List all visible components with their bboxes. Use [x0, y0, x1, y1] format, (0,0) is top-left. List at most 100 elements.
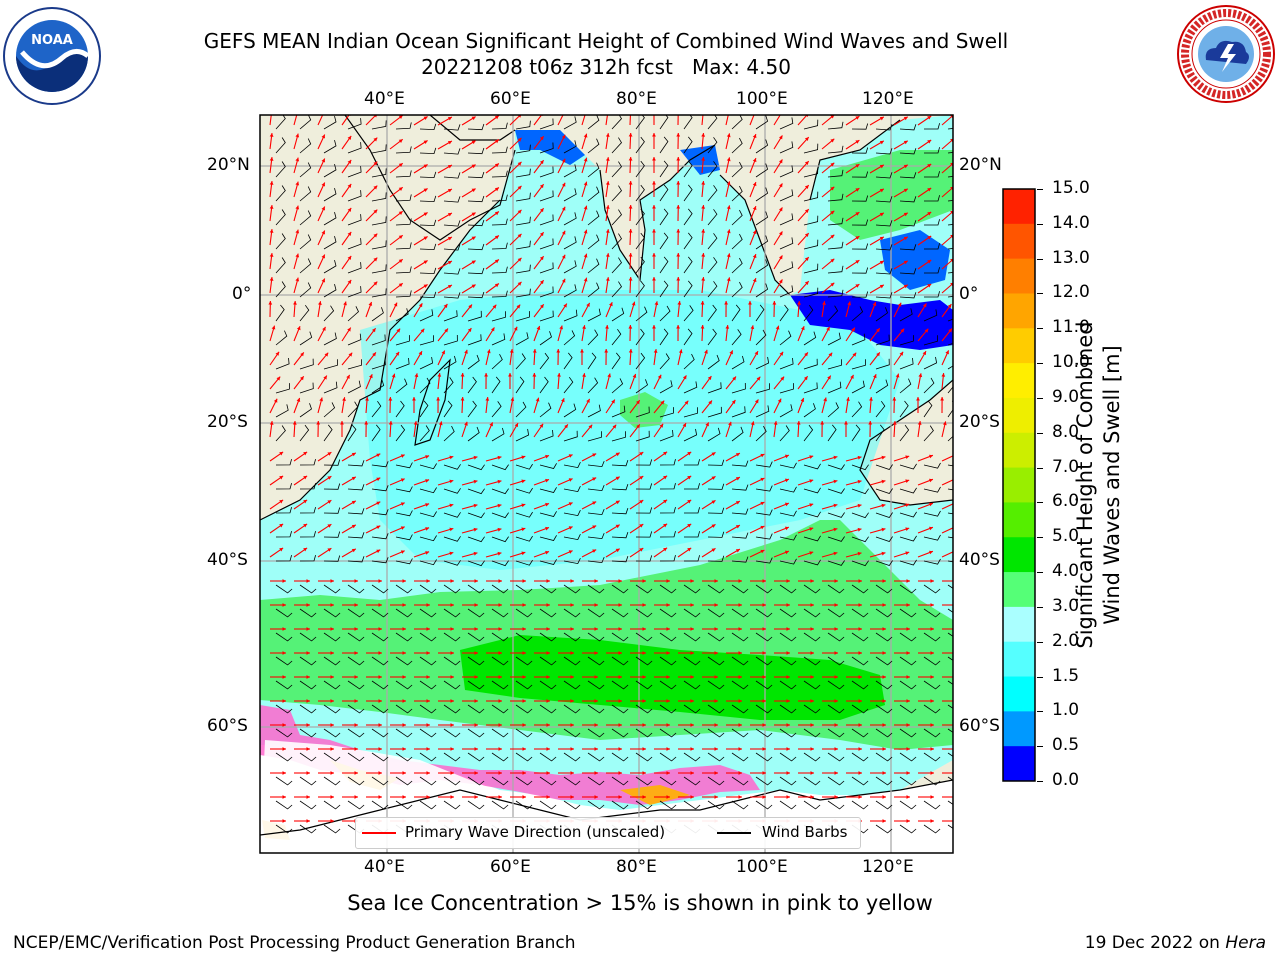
wave-arrow-head — [916, 397, 920, 401]
wave-arrow-head — [546, 699, 550, 703]
wind-barb — [299, 584, 317, 594]
wind-barb — [899, 632, 917, 642]
wind-barb — [587, 186, 600, 202]
wave-arrow-head — [474, 675, 478, 679]
wave-arrow-head — [611, 399, 615, 404]
wind-barb — [539, 214, 554, 226]
wave-arrow — [269, 115, 272, 126]
wind-barb — [491, 376, 501, 394]
wave-arrow-head — [760, 525, 765, 530]
wave-arrow-head — [561, 206, 566, 211]
colorbar-segment — [1003, 572, 1035, 608]
wave-arrow-head — [786, 795, 790, 799]
wind-barb — [755, 304, 765, 322]
wind-barb — [683, 328, 693, 346]
wave-arrow-head — [594, 675, 598, 679]
colorbar-tick — [1037, 467, 1043, 469]
wind-barb — [635, 608, 653, 618]
wind-barb — [659, 680, 677, 690]
colorbar-tick-label: 4.0 — [1052, 561, 1080, 582]
wind-barb — [659, 115, 669, 130]
wave-arrow-head — [834, 627, 838, 631]
wind-barb — [779, 728, 797, 738]
wind-barb — [827, 193, 844, 202]
wind-barb — [899, 424, 910, 442]
wind-barb — [659, 407, 674, 418]
wave-arrow-head — [354, 747, 358, 751]
wave-arrow-head — [822, 301, 826, 305]
wind-barb — [347, 704, 365, 714]
wave-arrow-head — [760, 501, 765, 506]
wave-arrow-head — [628, 133, 633, 137]
wind-barb — [803, 304, 814, 322]
wave-arrow-head — [605, 325, 609, 329]
wave-arrow-head — [810, 651, 814, 655]
wind-barb — [659, 608, 677, 618]
wave-arrow-head — [568, 526, 573, 530]
colorbar-tick-label: 12.0 — [1052, 282, 1090, 303]
wave-arrow-head — [398, 115, 403, 119]
wave-arrow-head — [447, 237, 452, 241]
wind-barb — [323, 187, 337, 202]
wave-arrow-head — [618, 795, 622, 799]
wave-arrow-head — [510, 397, 515, 402]
wave-arrow-head — [324, 352, 329, 357]
wave-arrow-head — [906, 675, 910, 679]
wind-barb — [659, 256, 669, 274]
wave-arrow-head — [657, 374, 662, 379]
wave-arrow-head — [876, 328, 880, 333]
wind-barb — [443, 800, 461, 810]
wind-barb — [684, 531, 700, 538]
wind-barb — [323, 139, 337, 154]
wind-barb — [515, 120, 531, 130]
wind-barb — [323, 824, 341, 834]
wind-barb — [635, 136, 645, 154]
wave-arrow-head — [539, 136, 544, 141]
wave-arrow-head — [800, 398, 805, 402]
wind-barb — [947, 400, 953, 418]
wave-arrow-head — [855, 284, 860, 288]
wind-barb — [467, 195, 485, 203]
wind-barb — [731, 656, 749, 666]
wave-arrow-head — [372, 328, 376, 333]
wind-barb — [875, 680, 893, 690]
wind-barb — [275, 209, 286, 226]
wind-barb — [395, 486, 413, 493]
wave-arrow-head — [486, 349, 491, 354]
wave-arrow-head — [570, 627, 574, 631]
wave-arrow-head — [858, 603, 862, 607]
colorbar-tick — [1037, 676, 1043, 678]
wind-barb — [875, 268, 893, 275]
wave-arrow-head — [955, 699, 959, 703]
wave-arrow-head — [786, 603, 790, 607]
wind-barb — [707, 483, 725, 490]
wind-barb — [731, 584, 749, 594]
wave-arrow-head — [473, 503, 478, 508]
wind-barb — [275, 776, 293, 786]
wind-barb — [587, 282, 600, 298]
wind-barb — [467, 656, 485, 666]
wave-arrow-head — [471, 284, 476, 289]
wave-arrow-head — [924, 328, 929, 333]
wave-arrow-head — [642, 771, 646, 775]
wind-barb — [659, 305, 671, 322]
wave-arrow-head — [306, 579, 310, 583]
wave-arrow-head — [852, 352, 857, 357]
wave-arrow-head — [618, 699, 622, 703]
wave-arrow-head — [516, 304, 521, 309]
wind-barb — [851, 195, 869, 202]
right-lat-label-0: 0° — [959, 284, 979, 304]
wind-barb — [323, 680, 341, 690]
wave-arrow — [941, 527, 953, 534]
wind-barb — [611, 800, 629, 810]
wind-barb — [491, 800, 509, 810]
wave-arrow-head — [473, 455, 478, 460]
wind-barb — [779, 510, 797, 517]
wind-barb — [563, 376, 574, 394]
wind-barb — [755, 235, 769, 250]
wind-barb — [875, 704, 893, 714]
wind-barb — [707, 800, 725, 810]
wave-arrow-head — [521, 527, 526, 532]
wave-arrow-head — [905, 479, 910, 483]
wave-arrow-head — [592, 453, 597, 457]
